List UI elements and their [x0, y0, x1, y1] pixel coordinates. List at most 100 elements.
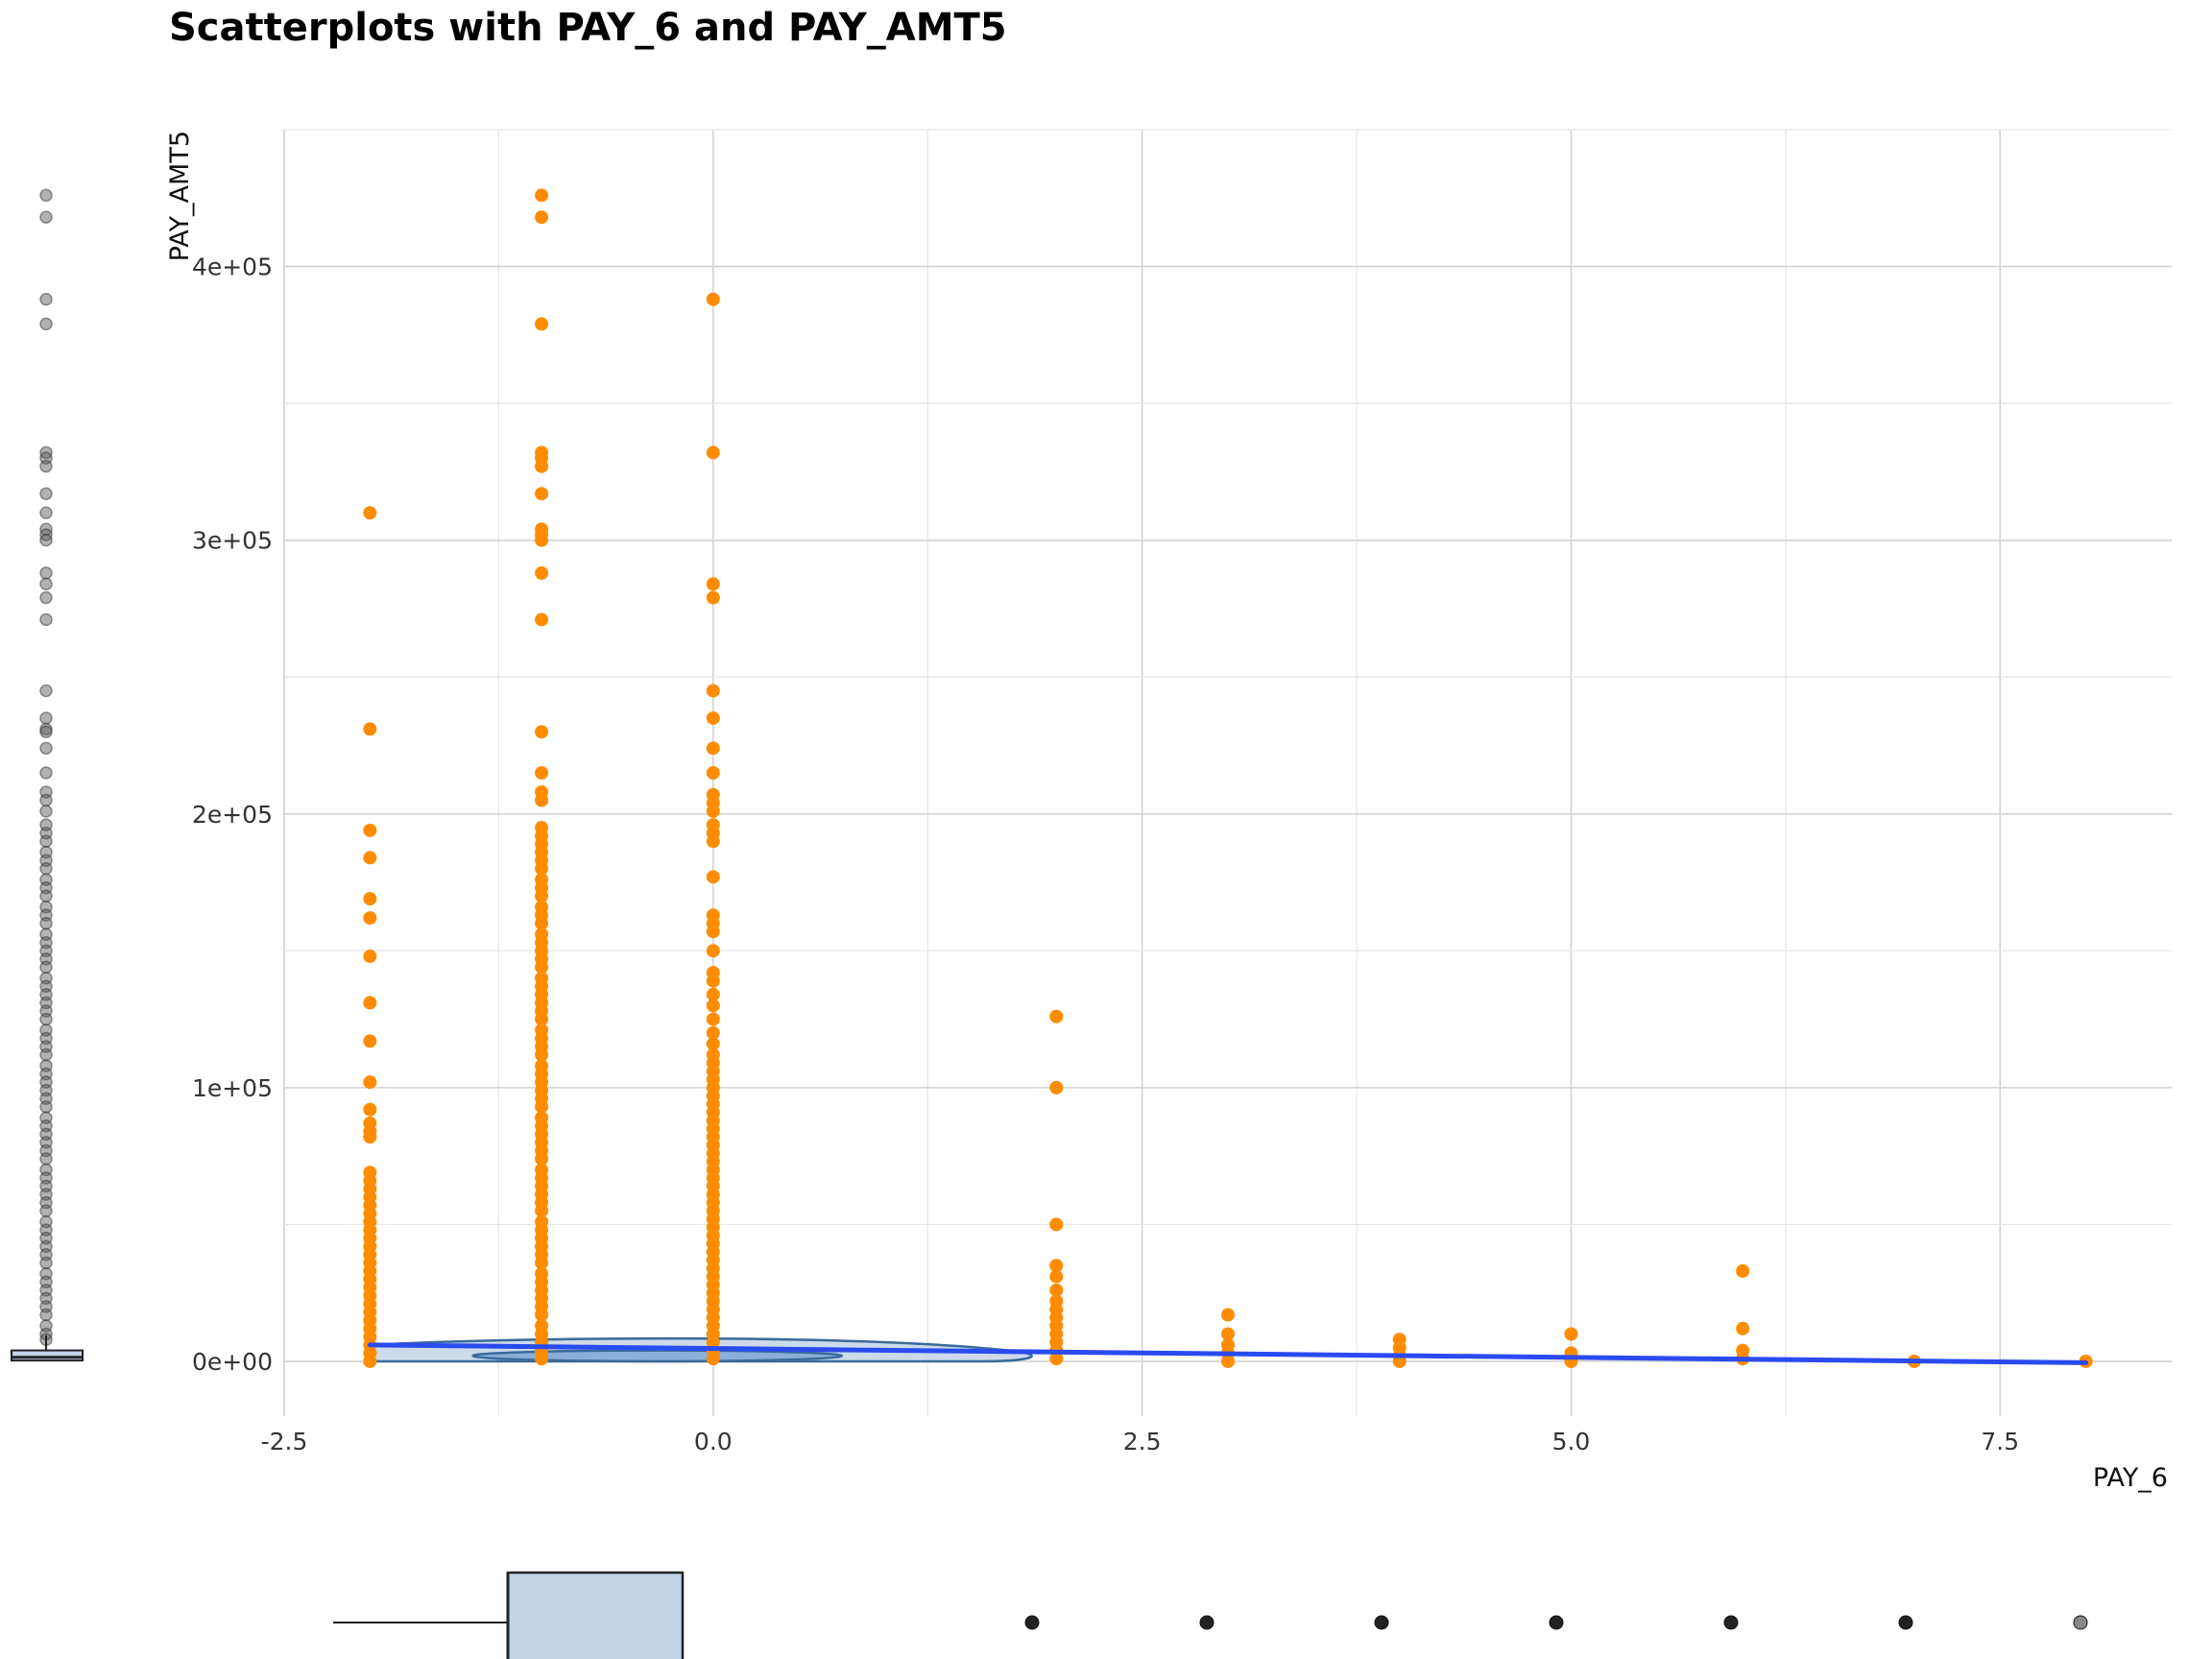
y-marginal-outlier [39, 711, 53, 725]
data-point [1221, 1308, 1235, 1322]
data-point [1049, 1352, 1064, 1366]
y-axis-ticks: 0e+00 1e+05 2e+05 3e+05 4e+05 [192, 253, 273, 1376]
data-point [535, 1352, 549, 1366]
y-marginal-outlier [39, 1308, 53, 1322]
data-point [1049, 1283, 1064, 1297]
x-tick-label: -2.5 [261, 1428, 308, 1455]
y-marginal-outlier [39, 917, 53, 930]
data-point [535, 188, 549, 203]
data-point [535, 960, 549, 974]
y-marginal-outlier [39, 613, 53, 627]
data-point [1049, 1080, 1064, 1094]
y-marginal-outlier [39, 725, 53, 738]
x-marginal-outlier [1024, 1615, 1040, 1630]
data-point [535, 565, 549, 580]
x-marginal-outlier [1374, 1615, 1389, 1630]
x-marginal-outlier [1199, 1615, 1214, 1630]
data-point [363, 911, 377, 926]
x-marginal-box [506, 1571, 685, 1659]
data-point [706, 684, 720, 698]
data-point [1736, 1263, 1750, 1278]
x-tick-label: 2.5 [1123, 1428, 1162, 1455]
data-point [535, 487, 549, 501]
y-tick-label: 1e+05 [192, 1074, 273, 1102]
data-point [535, 916, 549, 930]
y-marginal-outlier [39, 889, 53, 903]
data-point [535, 1204, 549, 1218]
y-marginal-boxplot [11, 188, 84, 1362]
data-point [1736, 1321, 1750, 1335]
y-marginal-outlier [39, 1204, 53, 1217]
data-point [535, 766, 549, 780]
data-point [706, 445, 720, 460]
data-point [1049, 1269, 1064, 1284]
data-point [706, 1037, 720, 1051]
data-point [363, 1034, 377, 1048]
data-point [535, 793, 549, 807]
data-point [706, 870, 720, 884]
y-marginal-outlier [39, 293, 53, 306]
data-point [363, 506, 377, 520]
x-tick-label: 5.0 [1552, 1428, 1591, 1455]
data-point [535, 725, 549, 739]
data-point [706, 741, 720, 756]
x-tick-label: 7.5 [1981, 1428, 2019, 1455]
data-point [535, 1047, 549, 1062]
data-point [535, 1012, 549, 1026]
y-marginal-outlier [39, 577, 53, 591]
y-marginal-outlier [39, 793, 53, 807]
data-point [363, 1354, 377, 1368]
data-point [535, 459, 549, 473]
y-marginal-outlier [39, 1012, 53, 1026]
data-point [535, 861, 549, 876]
data-point [363, 851, 377, 865]
x-marginal-outlier [1723, 1615, 1739, 1630]
y-marginal-outlier [39, 684, 53, 698]
y-marginal-outlier [39, 1256, 53, 1270]
y-marginal-outlier [39, 1047, 53, 1062]
data-point [706, 1025, 720, 1040]
data-point [363, 823, 377, 837]
y-marginal-outlier [39, 1100, 53, 1114]
data-point [706, 925, 720, 939]
y-marginal-outlier [39, 487, 53, 500]
data-point [1221, 1354, 1235, 1368]
y-marginal-outlier [39, 834, 53, 849]
x-marginal-outlier [2073, 1615, 2088, 1630]
y-marginal-outlier [39, 566, 53, 580]
data-point [706, 804, 720, 818]
data-point [706, 766, 720, 780]
grid [283, 129, 2172, 1416]
y-marginal-outlier [39, 210, 53, 224]
data-point [363, 950, 377, 964]
data-point [706, 590, 720, 605]
data-point [535, 889, 549, 903]
x-axis-label: PAY_6 [2093, 1463, 2168, 1493]
data-point [363, 1102, 377, 1117]
y-tick-label: 3e+05 [192, 527, 273, 555]
data-point [363, 892, 377, 906]
data-point [706, 974, 720, 988]
y-marginal-outlier [39, 506, 53, 519]
data-point [706, 998, 720, 1013]
y-tick-label: 2e+05 [192, 801, 273, 829]
x-tick-label: 0.0 [694, 1428, 733, 1455]
x-marginal-boxplot [333, 1571, 2088, 1659]
y-marginal-outlier [39, 1152, 53, 1166]
y-marginal-outlier [39, 459, 53, 473]
data-point [706, 577, 720, 591]
chart-title: Scatterplots with PAY_6 and PAY_AMT5 [169, 6, 1007, 50]
data-point [535, 1256, 549, 1270]
data-point [706, 1012, 720, 1026]
data-point [706, 710, 720, 725]
data-point [363, 1075, 377, 1090]
x-marginal-outlier [1549, 1615, 1564, 1630]
data-point [535, 1099, 549, 1114]
y-tick-label: 0e+00 [192, 1348, 273, 1376]
y-marginal-outlier [39, 317, 53, 331]
data-point [363, 1130, 377, 1144]
y-marginal-outlier [39, 805, 53, 818]
data-point [1564, 1327, 1578, 1341]
trend-line [367, 1342, 2089, 1365]
